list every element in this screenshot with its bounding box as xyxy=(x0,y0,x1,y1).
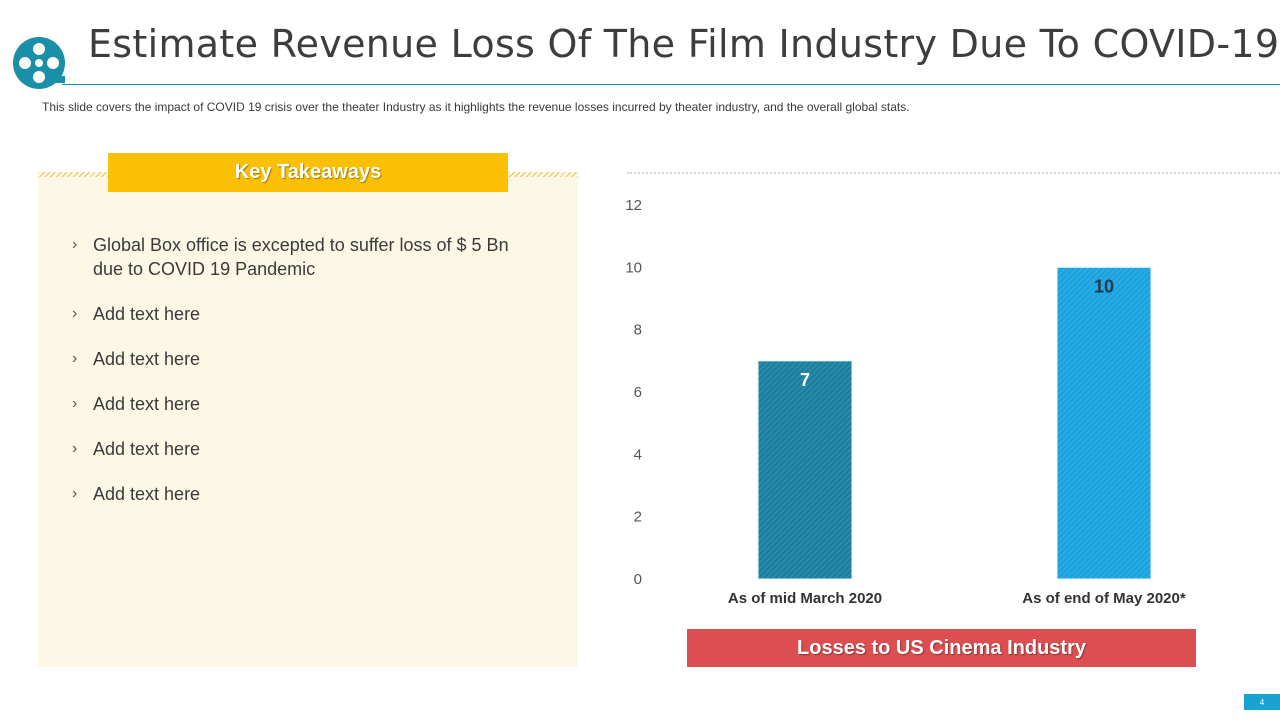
takeaways-list: › Global Box office is excepted to suffer… xyxy=(72,233,542,527)
takeaway-text: Add text here xyxy=(93,349,201,369)
panel-hatch-left xyxy=(38,172,108,177)
bar xyxy=(1056,266,1152,580)
y-tick-label: 6 xyxy=(634,384,642,401)
takeaway-item: › Add text here xyxy=(72,392,542,416)
takeaway-text: Global Box office is excepted to suffer … xyxy=(93,235,509,279)
takeaway-text: Add text here xyxy=(93,484,201,504)
page-title: Estimate Revenue Loss Of The Film Indust… xyxy=(88,22,1280,66)
losses-bar-chart: 0 2 4 6 8 10 12 7 As of mid March 2020 10 As of en… xyxy=(625,197,1186,607)
takeaway-item: › Add text here xyxy=(72,302,542,326)
y-tick-label: 0 xyxy=(634,571,642,588)
chart-top-divider xyxy=(627,172,1280,174)
takeaway-item: › Add text here xyxy=(72,347,542,371)
y-tick-label: 12 xyxy=(625,197,642,214)
chevron-right-icon: › xyxy=(72,395,78,412)
slide-description: This slide covers the impact of COVID 19… xyxy=(42,100,910,114)
takeaway-item: › Add text here xyxy=(72,437,542,461)
takeaway-item: › Global Box office is excepted to suffer… xyxy=(72,233,542,281)
film-reel-icon xyxy=(13,37,65,89)
chevron-right-icon: › xyxy=(72,305,78,322)
chevron-right-icon: › xyxy=(72,236,78,253)
chart-title-banner: Losses to US Cinema Industry xyxy=(687,629,1196,667)
key-takeaways-header: Key Takeaways xyxy=(108,153,508,192)
takeaway-text: Add text here xyxy=(93,304,201,324)
chevron-right-icon: › xyxy=(72,485,78,502)
x-category-label: As of mid March 2020 xyxy=(728,590,882,607)
key-takeaways-panel xyxy=(38,172,578,667)
y-tick-label: 8 xyxy=(634,322,642,339)
y-tick-label: 2 xyxy=(634,509,642,526)
y-tick-label: 10 xyxy=(625,259,642,276)
chevron-right-icon: › xyxy=(72,440,78,457)
data-label: 7 xyxy=(800,370,810,390)
takeaway-text: Add text here xyxy=(93,439,201,459)
bar xyxy=(757,360,853,580)
y-tick-label: 4 xyxy=(634,446,642,463)
panel-hatch-right xyxy=(508,172,578,177)
x-category-label: As of end of May 2020* xyxy=(1022,590,1186,607)
takeaway-item: › Add text here xyxy=(72,482,542,506)
takeaway-text: Add text here xyxy=(93,394,201,414)
title-divider xyxy=(62,84,1280,85)
data-label: 10 xyxy=(1094,276,1114,296)
chevron-right-icon: › xyxy=(72,350,78,367)
page-number-badge: 4 xyxy=(1244,694,1280,710)
